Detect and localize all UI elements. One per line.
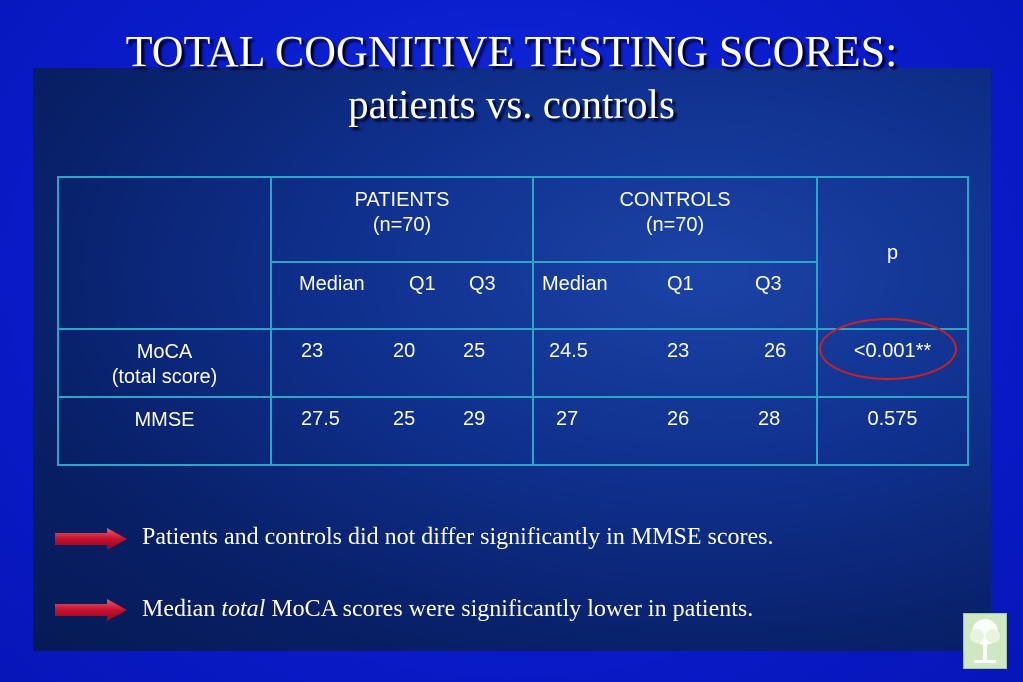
patients-header-label: PATIENTS — [354, 189, 450, 211]
p-header: p — [816, 176, 969, 330]
note-2-text: Median total MoCA scores were significan… — [142, 596, 753, 623]
note-2-post: MoCA scores were significantly lower in … — [265, 596, 754, 622]
mmse-p-value: 0.575 — [816, 396, 969, 466]
moca-controls-q1: 23 — [667, 340, 690, 362]
row-label-moca: MoCA (total score) — [57, 328, 272, 398]
note-2-emphasis: total — [221, 596, 266, 622]
moca-patients-q1: 20 — [393, 340, 416, 362]
mmse-controls-q3: 28 — [758, 408, 781, 430]
note-1-pre: Patients and controls did not differ sig… — [142, 524, 774, 550]
right-arrow-icon — [55, 528, 127, 550]
mmse-controls-median: 27 — [556, 408, 579, 430]
moca-controls-cell: 24.5 23 26 — [532, 328, 818, 398]
empty-corner-cell — [57, 176, 272, 330]
scores-table: PATIENTS (n=70) CONTROLS (n=70) p Median… — [57, 176, 969, 466]
controls-q3-header: Q3 — [755, 273, 782, 295]
tree-logo-icon — [963, 613, 1007, 669]
patients-n: (n=70) — [372, 214, 432, 236]
mmse-patients-cell: 27.5 25 29 — [270, 396, 534, 466]
row-label-line-1: MoCA — [136, 341, 193, 363]
mmse-controls-cell: 27 26 28 — [532, 396, 818, 466]
note-1-text: Patients and controls did not differ sig… — [142, 524, 773, 551]
controls-header: CONTROLS (n=70) — [532, 176, 818, 263]
significance-highlight-circle — [819, 318, 957, 380]
patients-q3-header: Q3 — [469, 273, 496, 295]
note-2-pre: Median — [142, 596, 222, 622]
right-arrow-icon — [55, 599, 127, 621]
moca-patients-cell: 23 20 25 — [270, 328, 534, 398]
controls-subheader: Median Q1 Q3 — [532, 261, 818, 330]
patients-median-header: Median — [299, 273, 365, 295]
moca-patients-q3: 25 — [463, 340, 486, 362]
controls-n: (n=70) — [645, 214, 705, 236]
tree-logo-graphic — [970, 619, 1000, 663]
title-line-2: patients vs. controls — [348, 80, 675, 127]
moca-patients-median: 23 — [301, 340, 324, 362]
table-header-row: PATIENTS (n=70) CONTROLS (n=70) p — [57, 176, 969, 330]
mmse-patients-q1: 25 — [393, 408, 416, 430]
title-line-1: TOTAL COGNITIVE TESTING SCORES: — [125, 27, 898, 76]
slide-title: TOTAL COGNITIVE TESTING SCORES: patients… — [0, 28, 1023, 126]
mmse-patients-median: 27.5 — [301, 408, 340, 430]
table-subheader-row: Median Q1 Q3 Median Q1 Q3 — [58, 261, 968, 330]
controls-q1-header: Q1 — [667, 273, 694, 295]
patients-q1-header: Q1 — [409, 273, 436, 295]
mmse-patients-q3: 29 — [463, 408, 486, 430]
patients-subheader: Median Q1 Q3 — [270, 261, 534, 330]
row-label-line-2: (total score) — [111, 366, 218, 388]
table-row: MoCA (total score) 23 20 25 24.5 23 26 <… — [57, 328, 969, 398]
mmse-controls-q1: 26 — [667, 408, 690, 430]
controls-median-header: Median — [542, 273, 608, 295]
row-label-line-1: MMSE — [134, 409, 195, 431]
table-row: MMSE 27.5 25 29 27 26 28 0.575 — [57, 396, 969, 466]
moca-controls-q3: 26 — [764, 340, 787, 362]
row-label-mmse: MMSE — [57, 396, 272, 466]
controls-header-label: CONTROLS — [619, 189, 731, 211]
moca-controls-median: 24.5 — [549, 340, 588, 362]
patients-header: PATIENTS (n=70) — [270, 176, 534, 263]
